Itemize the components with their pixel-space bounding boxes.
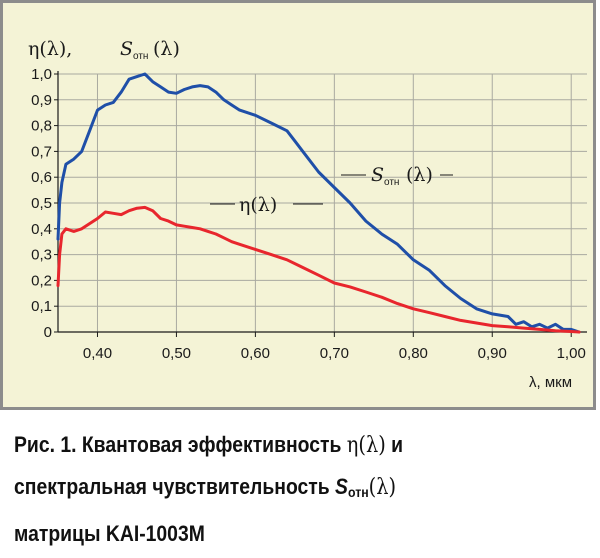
caption-line-1: Рис. 1. Квантовая эффективность η(λ) и (14, 432, 404, 458)
y-tick-label: 0,5 (31, 195, 52, 212)
y-tick-label: 0,1 (31, 298, 52, 315)
eta-series-label: η(λ) (239, 194, 277, 216)
y-axis-label-s-tail: (λ) (153, 38, 180, 60)
x-tick-label: 0,60 (241, 345, 270, 362)
axes (54, 71, 587, 337)
chart-panel: 0 0,1 0,2 0,3 0,4 0,5 0,6 0,7 0,8 0,9 1,0 0,40 0,50 0… (0, 0, 596, 410)
y-tick-label: 0,9 (31, 92, 52, 109)
y-tick-label: 0,7 (31, 143, 52, 160)
y-tick-label: 0,8 (31, 118, 52, 135)
eta-series-line (56, 205, 581, 334)
y-tick-label: 0,4 (31, 221, 52, 238)
caption-line-3: матрицы KAI-1003M (14, 521, 205, 546)
s-otn-series-line (56, 72, 581, 334)
y-axis-label-eta: η(λ), (28, 38, 72, 60)
s-series-label-tail: (λ) (406, 164, 433, 186)
series-group (56, 72, 581, 334)
s-series-label-sub: отн (384, 177, 399, 188)
spectral-chart: 0 0,1 0,2 0,3 0,4 0,5 0,6 0,7 0,8 0,9 1,0 0,40 0,50 0… (28, 38, 587, 391)
y-tick-label: 0,2 (31, 272, 52, 289)
s-series-label: S (371, 164, 384, 186)
grid (58, 73, 587, 332)
y-axis-label-s-sub: отн (133, 51, 148, 62)
x-axis-label: λ, мкм (529, 374, 572, 391)
x-tick-label: 0,80 (399, 345, 428, 362)
x-tick-label: 0,70 (320, 345, 349, 362)
x-tick-label: 0,90 (478, 345, 507, 362)
y-tick-label: 0 (44, 324, 52, 341)
y-axis-label-s: S (120, 38, 133, 60)
figure-caption: Рис. 1. Квантовая эффективность η(λ) и с… (14, 424, 524, 554)
y-tick-label: 0,6 (31, 169, 52, 186)
caption-line-2: спектральная чувствительность Sотн(λ) (14, 474, 397, 500)
x-tick-label: 0,40 (83, 345, 112, 362)
x-tick-label: 0,50 (162, 345, 191, 362)
x-tick-label: 1,00 (557, 345, 586, 362)
y-tick-label: 1,0 (31, 66, 52, 83)
y-tick-label: 0,3 (31, 247, 52, 264)
tick-labels: 0 0,1 0,2 0,3 0,4 0,5 0,6 0,7 0,8 0,9 1,0 0,40 0,50 0… (31, 66, 586, 362)
